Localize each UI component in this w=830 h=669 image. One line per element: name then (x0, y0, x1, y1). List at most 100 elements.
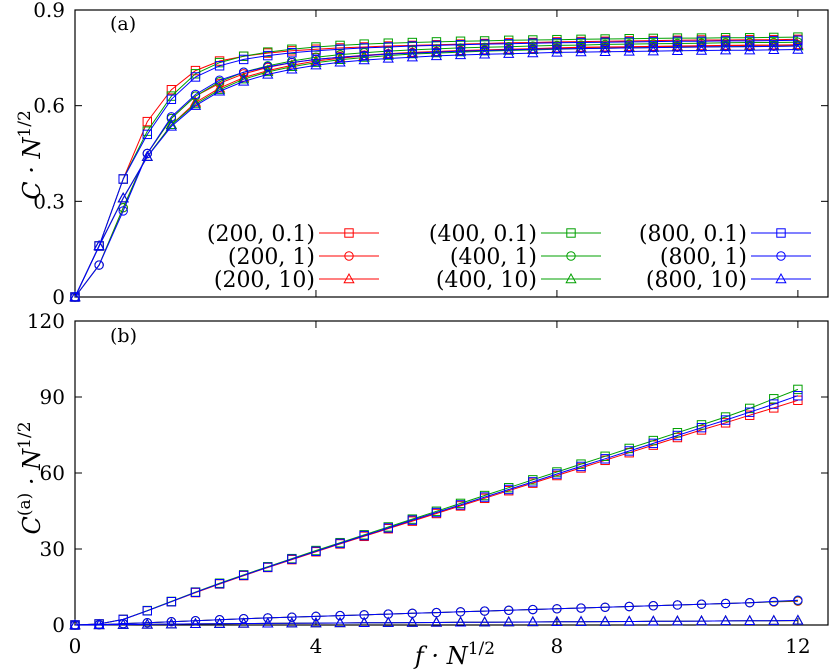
data-point (527, 615, 539, 627)
data-point (93, 239, 105, 251)
data-point (118, 174, 128, 184)
data-point (478, 48, 491, 59)
data-point (647, 615, 659, 626)
legend-marker (775, 272, 787, 284)
data-point (238, 73, 250, 84)
data-point (768, 614, 780, 625)
data-point (672, 600, 683, 610)
data-point (769, 596, 779, 607)
y-tick-label: 90 (40, 385, 65, 409)
data-point (744, 407, 755, 417)
data-point (575, 615, 587, 626)
data-point (382, 52, 394, 63)
series-line (74, 619, 798, 626)
data-point (792, 43, 804, 54)
data-point (719, 44, 732, 55)
data-point (551, 615, 563, 627)
data-point (310, 59, 322, 70)
data-point (383, 523, 393, 533)
data-point (142, 606, 152, 616)
data-point (744, 614, 756, 626)
data-point (454, 616, 467, 627)
data-point (503, 47, 515, 58)
panel-b-plot-area (69, 384, 804, 630)
data-point (719, 614, 732, 626)
y-tick-label: 0.3 (33, 189, 65, 213)
data-point (166, 617, 177, 627)
data-point (141, 150, 153, 161)
data-point (623, 615, 635, 626)
data-point (600, 602, 610, 612)
data-point (552, 469, 562, 479)
data-point (189, 98, 202, 109)
panel-b-ylabel: C(a) · N1/2 (15, 421, 46, 534)
legend-label: (400, 1) (450, 245, 537, 270)
data-point (334, 53, 346, 64)
panel-a-ylabel: C · N1/2 (15, 110, 46, 200)
data-point (190, 72, 201, 82)
data-point (479, 492, 490, 502)
data-point (454, 48, 467, 60)
data-point (189, 99, 202, 110)
legend-label: (200, 1) (228, 245, 315, 270)
panel-a: (a) 00.30.60.9 C · N1/2 (200, 0.1)(200, … (15, 0, 829, 309)
data-point (744, 41, 755, 52)
panel-b-frame (74, 320, 829, 626)
data-point (647, 615, 659, 626)
data-point (263, 62, 273, 72)
legend-marker (565, 272, 577, 284)
data-point (527, 47, 539, 58)
data-point (600, 454, 610, 464)
data-point (213, 83, 226, 94)
data-point (214, 579, 225, 589)
data-point (263, 613, 273, 623)
x-tick-label: 0 (69, 634, 82, 658)
data-point (334, 616, 346, 628)
data-point (213, 617, 226, 628)
data-point (720, 41, 731, 52)
legend-marker (566, 228, 576, 238)
legend-marker (776, 251, 786, 261)
data-point (407, 41, 418, 51)
data-point (744, 614, 756, 626)
data-point (623, 615, 635, 626)
data-point (238, 54, 249, 65)
data-point (358, 54, 370, 65)
data-point (623, 615, 635, 626)
data-point (311, 54, 321, 65)
data-point (93, 618, 105, 630)
legend-label: (800, 10) (646, 268, 747, 293)
data-point (671, 44, 684, 56)
series-line (74, 39, 798, 298)
data-point (262, 68, 274, 79)
data-point (335, 610, 345, 621)
series-line (74, 36, 798, 298)
data-point (719, 614, 732, 626)
legend-label: (800, 0.1) (639, 222, 747, 247)
data-point (479, 606, 490, 616)
data-point (238, 617, 250, 628)
data-point (647, 45, 659, 56)
data-point (142, 129, 152, 140)
data-point (599, 45, 611, 56)
data-point (552, 604, 562, 614)
data-point (94, 260, 104, 270)
data-point (624, 446, 634, 456)
data-point (335, 538, 345, 549)
y-tick-label: 0 (52, 613, 65, 637)
data-point (166, 85, 177, 95)
data-point (599, 615, 611, 626)
data-point (672, 430, 683, 441)
legend-label: (400, 10) (436, 268, 537, 293)
data-point (575, 615, 587, 626)
data-point (263, 562, 273, 572)
data-point (69, 618, 81, 630)
data-point (695, 615, 708, 626)
data-point (142, 116, 152, 127)
data-point (647, 615, 659, 626)
data-point (696, 599, 707, 609)
data-point (478, 616, 491, 627)
data-point (695, 44, 708, 55)
data-point (599, 615, 611, 626)
data-point (141, 618, 153, 629)
